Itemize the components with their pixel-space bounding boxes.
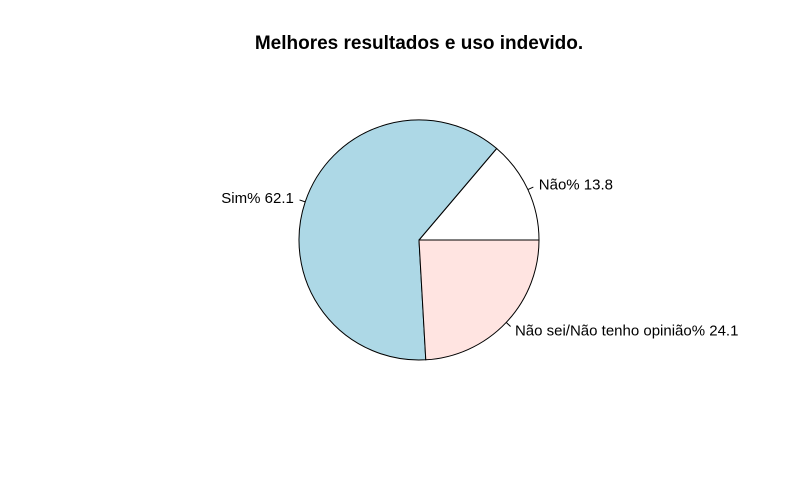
pie-label-1: Sim% 62.1 — [221, 190, 294, 207]
pie-label-tick-1 — [299, 199, 306, 203]
pie-label-tick-0 — [527, 186, 534, 191]
chart-title: Melhores resultados e uso indevido. — [255, 33, 583, 54]
pie-slices — [298, 119, 540, 361]
pie-labels: Não% 13.8 Sim% 62.1 Não sei/Não tenho opin… — [221, 177, 738, 340]
pie-slice-2 — [418, 239, 540, 361]
pie-label-2: Não sei/Não tenho opinião% 24.1 — [515, 323, 739, 340]
pie-label-0: Não% 13.8 — [539, 177, 613, 194]
pie-label-tick-2 — [505, 322, 511, 327]
